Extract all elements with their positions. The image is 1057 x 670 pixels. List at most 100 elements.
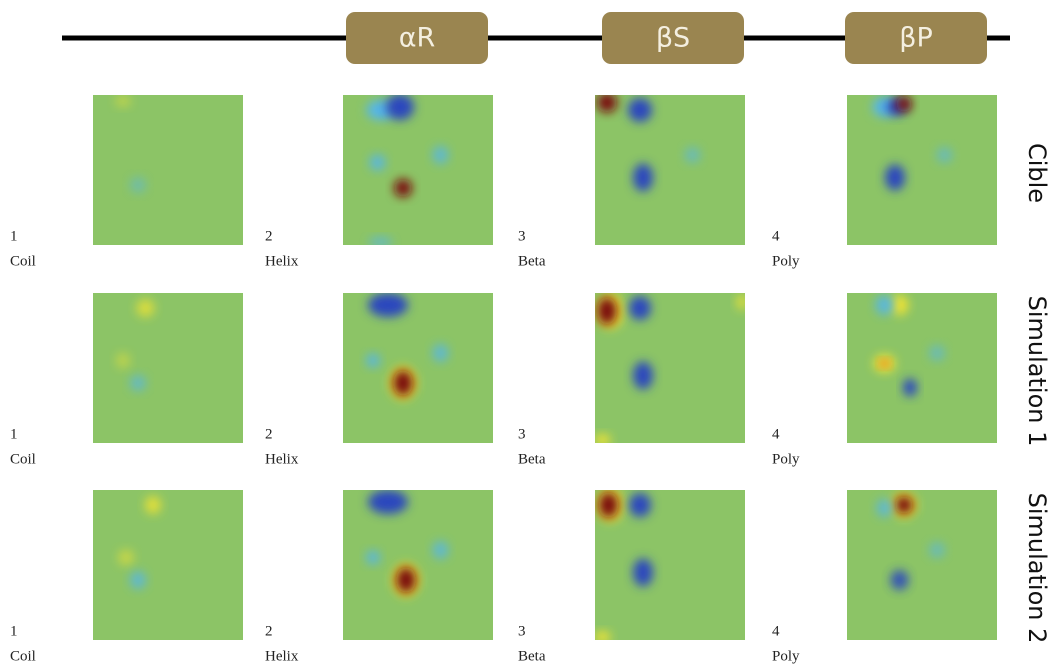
header-label: αR [399,23,436,54]
heatmap-background [343,490,493,640]
heatmap-blob [598,492,619,518]
heatmap-blob [368,237,393,245]
heatmap-blob [890,570,909,590]
heatmap-background [93,293,243,443]
heatmap-blob [394,179,412,197]
panel-number: 1 [10,228,18,244]
heatmap-blob [684,147,701,163]
heatmap-panel [595,95,745,245]
heatmap-panel [93,490,243,640]
panel-number: 4 [772,426,780,442]
heatmap-background [595,95,745,245]
row-label: Simulation 1 [1023,296,1051,447]
heatmap-blob [633,163,653,192]
heatmap-blob [633,361,653,390]
heatmap-panel [343,293,493,443]
panel-name: Coil [10,253,36,269]
heatmap-blob [386,95,414,120]
panel-name: Poly [772,451,800,467]
panel-name: Beta [518,451,546,467]
heatmap-blob [633,558,653,587]
heatmap-blob [629,296,651,320]
heatmap-blob [432,146,449,164]
header-box [845,12,987,64]
heatmap-panel [343,95,493,245]
heatmap-background [847,490,997,640]
panel-name: Beta [518,253,546,269]
heatmap-blob [136,299,155,317]
heatmap-blob [432,541,449,559]
heatmap-panel [595,490,745,640]
heatmap-blob [629,493,651,517]
heatmap-background [93,490,243,640]
heatmap-blob [368,293,408,317]
heatmap-blob [366,353,380,368]
heatmap-blob [116,352,130,369]
heatmap-blob [895,496,913,514]
heatmap-blob [130,375,146,391]
panel-number: 2 [265,426,273,442]
header-box [602,12,744,64]
heatmap-blob [875,295,894,315]
panel-name: Coil [10,451,36,467]
heatmap-panel [343,490,493,640]
heatmap-background [343,293,493,443]
panel-name: Helix [265,451,299,467]
heatmap-blob [736,294,745,310]
heatmap-blob [130,177,146,193]
heatmap-panel [93,95,243,245]
panel-name: Helix [265,253,299,269]
panel-name: Beta [518,648,546,664]
heatmap-blob [903,378,917,397]
panel-number: 1 [10,623,18,639]
heatmap-panel [847,490,997,640]
heatmap-panel [847,95,997,245]
heatmap-blob [115,95,131,107]
panel-number: 4 [772,228,780,244]
header-box [346,12,488,64]
heatmap-blob [393,370,413,396]
heatmap-background [343,95,493,245]
panel-number: 3 [518,426,526,442]
row-label: Cible [1023,143,1051,203]
panel-name: Helix [265,648,299,664]
heatmap-panel [847,293,997,443]
heatmap-blob [936,147,953,163]
heatmap-blob [366,550,380,565]
panel-name: Poly [772,253,800,269]
panel-name: Coil [10,648,36,664]
header-label: βS [656,23,690,54]
heatmap-blob [368,490,408,514]
heatmap-blob [145,496,161,514]
heatmap-blob [876,499,893,517]
heatmap-blob [597,95,617,113]
heatmap-blob [597,297,617,325]
panel-number: 1 [10,426,18,442]
panel-name: Poly [772,648,800,664]
heatmap-blob [929,542,945,558]
heatmap-blob [890,295,909,315]
panel-number: 3 [518,623,526,639]
row-label: Simulation 2 [1023,493,1051,644]
heatmap-background [847,95,997,245]
heatmap-blob [130,571,146,589]
heatmap-background [93,95,243,245]
heatmap-blob [595,631,611,640]
panel-number: 2 [265,228,273,244]
heatmap-blob [396,567,416,593]
heatmap-blob [595,434,611,443]
heatmap-panel [595,293,745,443]
heatmap-panel [93,293,243,443]
heatmap-blob [885,164,905,191]
heatmap-blob [432,344,449,362]
heatmap-blob [929,345,945,361]
header-label: βP [899,23,933,54]
heatmap-blob [879,359,890,368]
heatmap-background [847,293,997,443]
heatmap-blob [628,98,652,122]
heatmap-blob [896,96,912,112]
heatmap-blob [369,154,386,171]
heatmap-blob [118,549,134,566]
